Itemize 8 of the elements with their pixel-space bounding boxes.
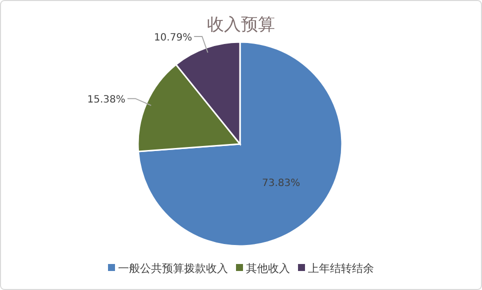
pie-slice (138, 41, 343, 247)
data-label: 10.79% (154, 32, 192, 44)
legend-label: 上年结转结余 (308, 262, 374, 275)
data-label: 73.83% (262, 178, 300, 190)
chart-title: 收入预算 (207, 15, 275, 35)
legend-label: 一般公共预算拨款收入 (118, 262, 228, 275)
data-label: 15.38% (87, 94, 126, 106)
legend-label: 其他收入 (246, 262, 290, 275)
